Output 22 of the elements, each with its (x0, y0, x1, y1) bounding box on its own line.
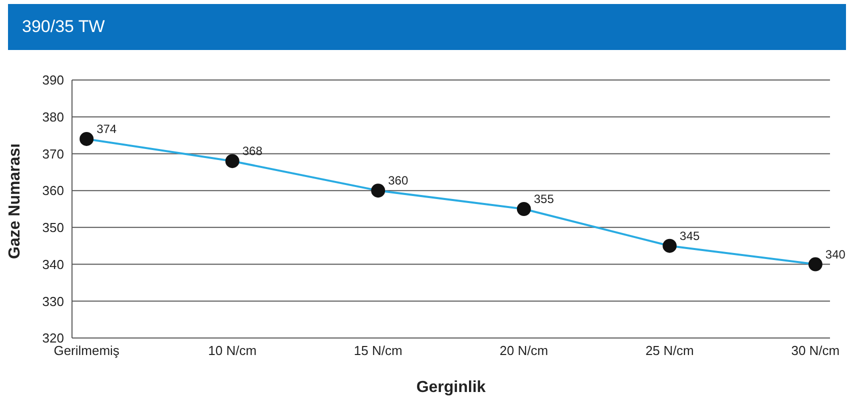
x-tick-label: 25 N/cm (645, 343, 694, 358)
x-tick-label: 15 N/cm (354, 343, 402, 358)
y-tick-label: 330 (42, 294, 64, 309)
data-label: 374 (96, 122, 117, 136)
x-axis-title: Gerginlik (416, 379, 486, 396)
y-tick-label: 380 (42, 109, 64, 124)
x-tick-label: 30 N/cm (791, 343, 840, 358)
y-tick-label: 360 (42, 183, 64, 198)
x-tick-label: 10 N/cm (208, 343, 257, 358)
x-tick-label: 20 N/cm (500, 343, 548, 358)
data-label: 340 (825, 247, 846, 262)
y-tick-label: 340 (42, 256, 64, 272)
data-label: 355 (534, 192, 554, 206)
chart-title: 390/35 TW (8, 4, 846, 50)
y-tick-label: 390 (42, 72, 64, 88)
data-label: 360 (388, 174, 408, 188)
data-label: 345 (680, 228, 700, 243)
y-tick-label: 370 (42, 146, 64, 162)
x-tick-label: Gerilmemiş (54, 343, 120, 358)
y-axis-title: Gaze Numarası (6, 143, 24, 259)
y-tick-label: 350 (42, 220, 64, 236)
y-tick-label: 320 (42, 330, 64, 346)
